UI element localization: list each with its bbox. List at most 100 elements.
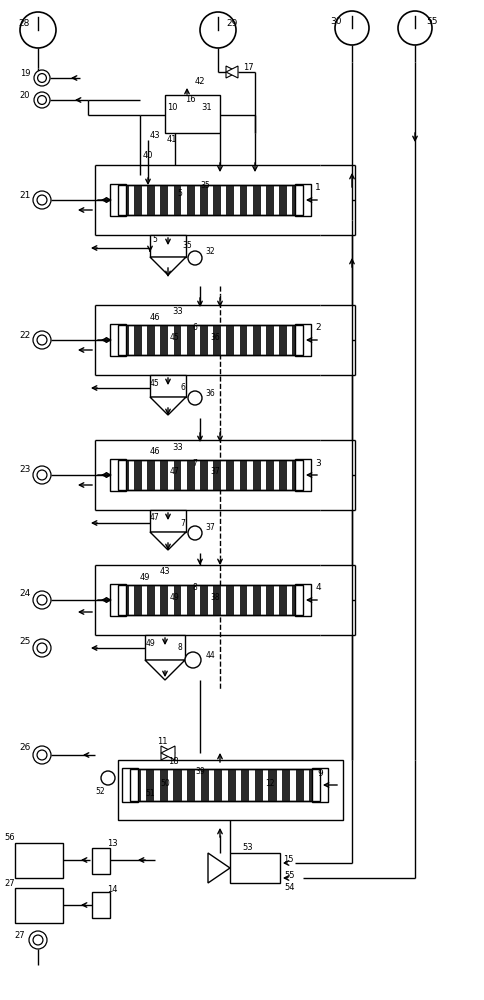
Text: 23: 23 bbox=[19, 466, 30, 475]
Bar bbox=[121, 185, 129, 215]
Text: 5: 5 bbox=[152, 235, 157, 244]
Text: 25: 25 bbox=[19, 638, 30, 647]
Circle shape bbox=[33, 639, 51, 657]
Text: 28: 28 bbox=[18, 19, 30, 28]
Circle shape bbox=[101, 771, 115, 785]
Text: 1: 1 bbox=[315, 184, 321, 192]
Bar bbox=[240, 585, 247, 615]
Bar bbox=[200, 769, 209, 801]
Text: 32: 32 bbox=[205, 247, 215, 256]
Text: 3: 3 bbox=[315, 458, 321, 468]
Text: 7: 7 bbox=[193, 458, 197, 468]
Bar bbox=[282, 769, 290, 801]
Bar bbox=[118, 325, 303, 355]
Bar bbox=[187, 585, 195, 615]
Bar bbox=[147, 460, 155, 490]
Bar bbox=[200, 185, 208, 215]
Text: 55: 55 bbox=[285, 870, 295, 880]
Text: 44: 44 bbox=[205, 650, 215, 660]
Bar bbox=[295, 324, 311, 356]
Polygon shape bbox=[150, 257, 186, 275]
Bar bbox=[110, 324, 126, 356]
Circle shape bbox=[37, 750, 47, 760]
Text: 7: 7 bbox=[181, 518, 185, 528]
Bar bbox=[187, 325, 195, 355]
Bar bbox=[118, 460, 303, 490]
Bar bbox=[187, 185, 195, 215]
Bar bbox=[213, 585, 221, 615]
Text: 51: 51 bbox=[145, 788, 155, 798]
Bar bbox=[110, 459, 126, 491]
Bar bbox=[121, 325, 129, 355]
Circle shape bbox=[188, 391, 202, 405]
Bar bbox=[121, 460, 129, 490]
Bar bbox=[134, 325, 142, 355]
Text: 9: 9 bbox=[317, 768, 323, 778]
Bar bbox=[92, 892, 110, 918]
Bar bbox=[279, 325, 287, 355]
Polygon shape bbox=[161, 746, 175, 760]
Bar bbox=[213, 185, 221, 215]
Text: 14: 14 bbox=[107, 886, 117, 894]
Circle shape bbox=[37, 643, 47, 653]
Circle shape bbox=[33, 591, 51, 609]
Text: 42: 42 bbox=[195, 78, 205, 87]
Bar bbox=[279, 185, 287, 215]
Text: 27: 27 bbox=[5, 879, 15, 888]
Text: 6: 6 bbox=[181, 383, 185, 392]
Text: 47: 47 bbox=[170, 468, 180, 477]
Text: 46: 46 bbox=[150, 448, 160, 456]
Text: 43: 43 bbox=[160, 568, 170, 576]
Bar bbox=[130, 769, 320, 801]
Bar bbox=[147, 585, 155, 615]
Bar bbox=[110, 584, 126, 616]
Bar bbox=[173, 460, 182, 490]
Bar bbox=[173, 769, 182, 801]
Text: 56: 56 bbox=[5, 834, 15, 842]
Bar bbox=[279, 460, 287, 490]
Bar bbox=[134, 460, 142, 490]
Bar bbox=[230, 853, 280, 883]
Text: 15: 15 bbox=[283, 856, 293, 864]
Circle shape bbox=[37, 335, 47, 345]
Text: 8: 8 bbox=[178, 644, 182, 652]
Text: 21: 21 bbox=[19, 190, 30, 200]
Bar bbox=[165, 95, 220, 133]
Text: 36: 36 bbox=[205, 388, 215, 397]
Bar bbox=[145, 635, 185, 660]
Bar bbox=[187, 460, 195, 490]
Bar bbox=[312, 768, 328, 802]
Bar bbox=[240, 185, 247, 215]
Text: 46: 46 bbox=[150, 314, 160, 322]
Bar bbox=[295, 184, 311, 216]
Text: 29: 29 bbox=[227, 19, 238, 28]
Text: 6: 6 bbox=[193, 324, 197, 332]
Bar bbox=[242, 769, 249, 801]
Polygon shape bbox=[226, 66, 238, 78]
Text: 52: 52 bbox=[95, 788, 105, 796]
Text: 49: 49 bbox=[140, 574, 150, 582]
Circle shape bbox=[33, 746, 51, 764]
Bar bbox=[134, 585, 142, 615]
Text: 26: 26 bbox=[19, 744, 30, 752]
Text: 13: 13 bbox=[106, 838, 117, 848]
Bar bbox=[292, 585, 301, 615]
Bar bbox=[118, 460, 303, 490]
Text: 45: 45 bbox=[150, 378, 160, 387]
Circle shape bbox=[37, 195, 47, 205]
Bar bbox=[187, 769, 195, 801]
Bar bbox=[150, 235, 186, 257]
Bar bbox=[255, 769, 263, 801]
Bar bbox=[214, 769, 222, 801]
Text: 38: 38 bbox=[210, 593, 220, 602]
Bar bbox=[292, 325, 301, 355]
Text: 43: 43 bbox=[150, 130, 160, 139]
Bar bbox=[279, 585, 287, 615]
Bar bbox=[92, 848, 110, 874]
Text: 10: 10 bbox=[167, 104, 177, 112]
Text: 45: 45 bbox=[170, 334, 180, 342]
Circle shape bbox=[20, 12, 56, 48]
Circle shape bbox=[29, 931, 47, 949]
Bar bbox=[134, 185, 142, 215]
Circle shape bbox=[33, 466, 51, 484]
